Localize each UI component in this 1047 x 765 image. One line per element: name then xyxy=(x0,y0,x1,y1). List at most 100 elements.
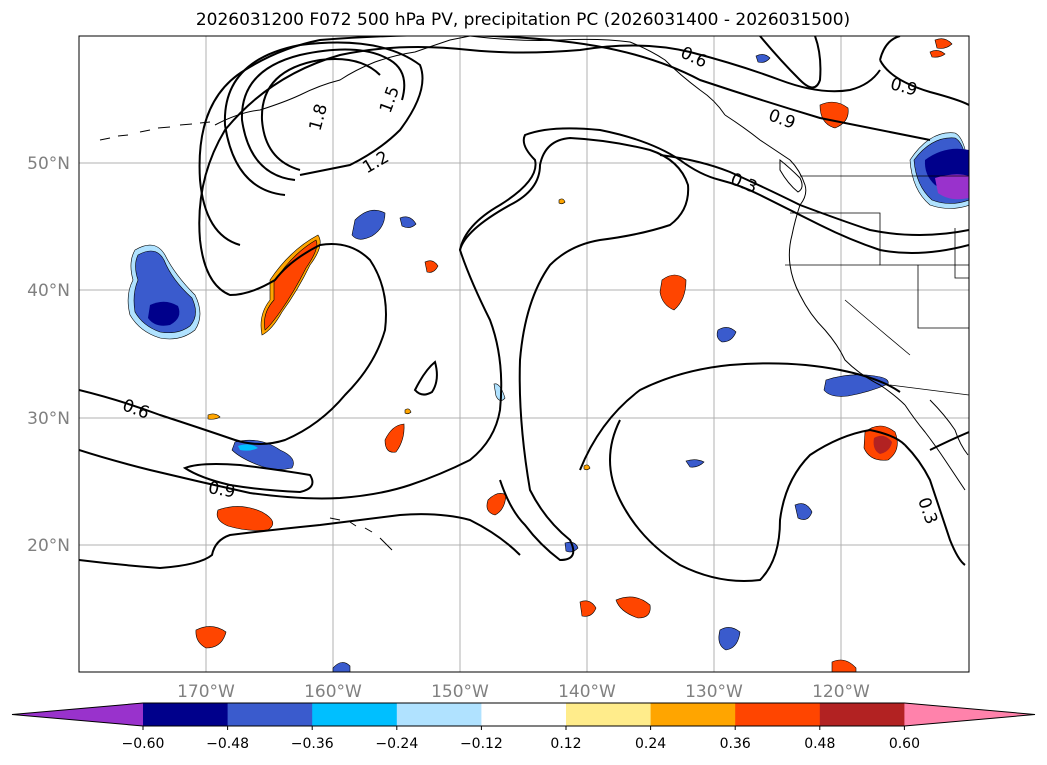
precip-area xyxy=(424,260,439,273)
pv-contour-0.6-ridge xyxy=(759,36,822,89)
lon-label-160w: 160°W xyxy=(304,682,362,702)
vancouver-island xyxy=(779,158,803,193)
precip-area xyxy=(934,38,953,49)
colorbar-segment xyxy=(481,703,567,726)
state-border xyxy=(844,299,911,356)
pv-contour-0.9-east xyxy=(879,36,969,106)
lat-label-50n: 50°N xyxy=(27,154,70,174)
state-border xyxy=(954,228,969,279)
colorbar-tick-label: −0.36 xyxy=(291,736,334,752)
precip-area xyxy=(404,408,412,415)
precip-area xyxy=(238,444,258,451)
precip-area xyxy=(935,174,969,200)
colorbar-segment xyxy=(143,703,229,726)
precip-positive-areas xyxy=(195,38,953,672)
precip-area xyxy=(195,626,227,649)
pv-contour-1.5 xyxy=(240,48,406,181)
lat-label-30n: 30°N xyxy=(27,409,70,429)
pv-contour-inner-loop xyxy=(182,463,314,494)
pv-contour-0.3 xyxy=(659,154,969,236)
precip-area xyxy=(493,383,506,401)
west-us-coast xyxy=(788,204,906,406)
lon-label-170w: 170°W xyxy=(177,682,235,702)
precip-area xyxy=(716,327,737,343)
precip-area xyxy=(351,209,386,240)
precip-area xyxy=(332,662,351,672)
pv-contours xyxy=(79,36,969,582)
precip-area xyxy=(718,627,741,651)
precip-area xyxy=(685,459,705,468)
bc-coast xyxy=(724,114,807,206)
coastlines xyxy=(99,36,969,551)
colorbar-tick-label: 0.36 xyxy=(720,736,751,752)
lon-label-140w: 140°W xyxy=(558,682,616,702)
colorbar-segment xyxy=(819,703,905,726)
colorbar-tick-label: 0.12 xyxy=(550,736,581,752)
precip-area xyxy=(264,239,318,331)
contour-label: 0.9 xyxy=(207,478,237,502)
map-panel: 1.8 1.5 1.2 0.6 0.9 0.3 0.6 0.9 0.3 0.9 xyxy=(79,36,969,672)
colorbar-segment xyxy=(735,703,821,726)
colorbar-segment xyxy=(227,703,313,726)
state-border xyxy=(790,212,969,266)
pv-contour-trough xyxy=(609,419,906,582)
precip-area xyxy=(558,198,566,205)
colorbar-tick-label: 0.24 xyxy=(635,736,666,752)
colorbar: −0.60 −0.48 −0.36 −0.24 −0.12 0.12 0.24 0.36 0.4… xyxy=(11,702,1036,752)
colorbar-segment xyxy=(396,703,482,726)
precip-area xyxy=(659,274,687,311)
precip-area xyxy=(399,216,417,228)
mexico-border xyxy=(889,384,969,396)
alaska-coast xyxy=(214,36,471,126)
precip-area xyxy=(583,464,591,471)
precip-area xyxy=(794,503,813,520)
pv-contour-0.3-south xyxy=(904,431,969,566)
longitude-labels: 170°W 160°W 150°W 140°W 130°W 120°W xyxy=(177,682,870,702)
lat-label-20n: 20°N xyxy=(27,536,70,556)
precip-area xyxy=(384,423,405,453)
pv-contour-southeast xyxy=(579,362,901,471)
colorbar-segment xyxy=(650,703,736,726)
pv-contour-0.6 xyxy=(79,44,881,445)
colorbar-tick-label: 0.60 xyxy=(889,736,920,752)
latitude-labels: 20°N 30°N 40°N 50°N xyxy=(27,154,70,556)
precip-area xyxy=(929,50,946,58)
alaska-gulf-coast xyxy=(469,36,726,116)
mexico-coast xyxy=(929,399,969,456)
precip-area xyxy=(207,413,221,420)
pv-contour-1.8 xyxy=(260,58,381,171)
lon-label-120w: 120°W xyxy=(812,682,870,702)
baja-coast xyxy=(904,404,966,491)
pv-contour-small-loop xyxy=(413,360,438,396)
pv-contour-south xyxy=(79,513,521,570)
pv-contour-loop xyxy=(459,136,690,562)
colorbar-tick-label: −0.24 xyxy=(375,736,418,752)
political-borders xyxy=(785,175,969,396)
pv-contour-0.9-south xyxy=(79,127,969,500)
gridlines xyxy=(79,36,969,672)
lon-label-130w: 130°W xyxy=(685,682,743,702)
colorbar-segment xyxy=(566,703,652,726)
pv-contour-1.2 xyxy=(223,41,424,196)
colorbar-segment xyxy=(312,703,398,726)
precip-area xyxy=(831,659,857,672)
map-frame xyxy=(78,35,970,673)
colorbar-tick-label: −0.48 xyxy=(206,736,249,752)
lat-label-40n: 40°N xyxy=(27,281,70,301)
figure-title: 2026031200 F072 500 hPa PV, precipitatio… xyxy=(196,10,850,30)
state-border xyxy=(917,265,969,329)
colorbar-tick-label: 0.48 xyxy=(804,736,835,752)
precip-area xyxy=(615,596,651,619)
lon-label-150w: 150°W xyxy=(431,682,489,702)
precip-area xyxy=(755,54,771,63)
precip-area xyxy=(148,301,180,326)
precip-area xyxy=(579,600,597,617)
colorbar-tick-label: −0.60 xyxy=(122,736,165,752)
colorbar-tick-label: −0.12 xyxy=(460,736,503,752)
pv-contour-0.9-north xyxy=(198,36,931,246)
aleutian-islands xyxy=(99,121,211,141)
colorbar-extend-max xyxy=(904,703,1035,726)
precip-area xyxy=(486,493,507,516)
precip-area xyxy=(873,435,892,454)
